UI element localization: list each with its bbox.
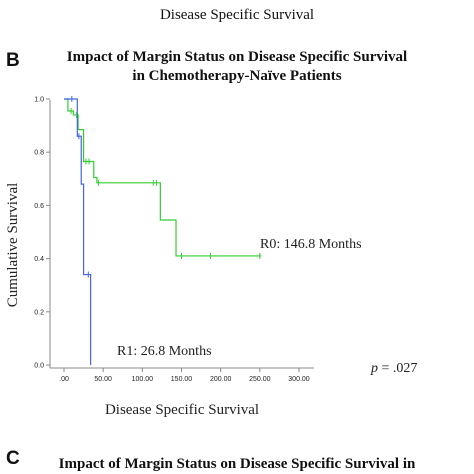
y-tick-label: 0.2 (34, 309, 44, 316)
chart-title: Impact of Margin Status on Disease Speci… (0, 48, 474, 86)
x-tick-label: 250.00 (249, 376, 271, 383)
p-value-label: p = .027 (370, 361, 417, 376)
y-tick-label: 0.8 (34, 150, 44, 157)
x-tick-label: 50.00 (94, 376, 112, 383)
r1-median-label: R1: 26.8 Months (117, 344, 212, 359)
y-tick-label: 0.6 (34, 203, 44, 210)
next-chart-title: Impact of Margin Status on Disease Speci… (0, 455, 474, 474)
y-tick-group: 0.0 0.2 0.4 0.6 0.8 1.0 (34, 97, 50, 370)
next-chart-title-line-1: Impact of Margin Status on Disease Speci… (58, 456, 416, 472)
y-tick-label: 0.0 (34, 363, 44, 370)
x-axis-title: Disease Specific Survival (105, 402, 259, 418)
chart-title-line-1: Impact of Margin Status on Disease Speci… (66, 49, 408, 65)
x-tick-label: .00 (59, 376, 69, 383)
y-tick-label: 0.4 (34, 256, 44, 263)
r0-median-label: R0: 146.8 Months (260, 237, 362, 252)
x-tick-label: 200.00 (210, 376, 232, 383)
x-tick-label: 100.00 (132, 376, 154, 383)
x-tick-label: 150.00 (171, 376, 193, 383)
censor-mark-layer (70, 96, 261, 278)
r0-survival-curve (64, 98, 262, 257)
chart-title-line-2: in Chemotherapy-Naïve Patients (132, 68, 342, 84)
p-value-text: = .027 (378, 361, 417, 376)
figure-caption: Disease Specific Survival (159, 7, 315, 23)
r1-survival-curve (64, 98, 92, 365)
p-symbol: p (370, 361, 378, 376)
x-tick-group: .00 50.00 100.00 150.00 200.00 250.00 300.00 (59, 368, 310, 383)
y-axis-title: Cumulative Survival (5, 183, 21, 308)
x-tick-label: 300.00 (288, 376, 310, 383)
panel-label-b: B (6, 50, 20, 71)
y-tick-label: 1.0 (34, 97, 44, 104)
panel-label-c: C (6, 448, 20, 469)
series-layer (64, 98, 262, 365)
